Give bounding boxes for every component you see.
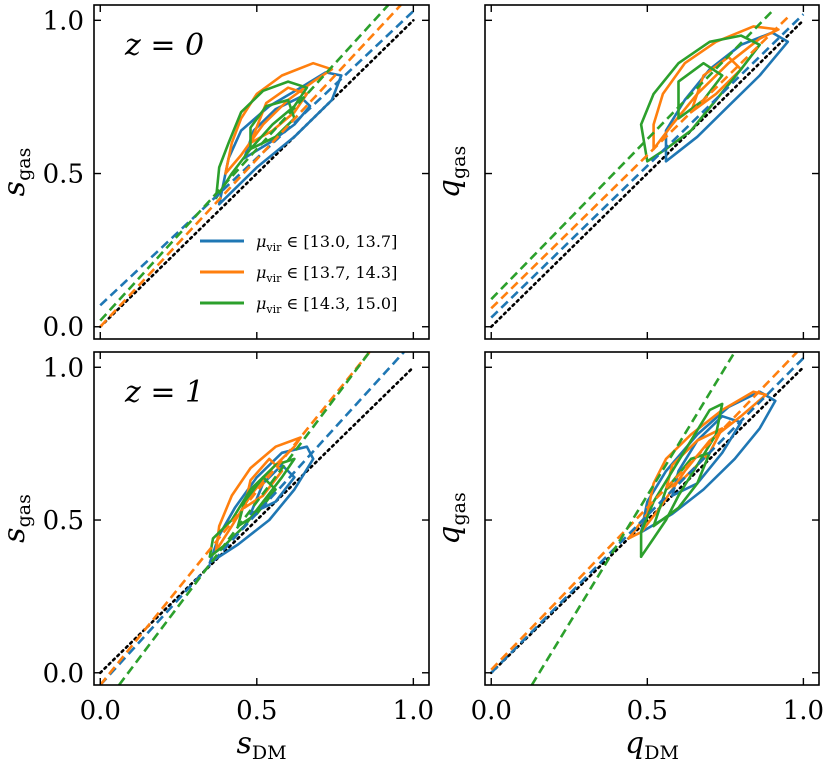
contour-series-2-3 <box>639 34 762 163</box>
x-tick-label: 1.0 <box>393 696 434 726</box>
plot-area-s-z1 <box>98 352 415 685</box>
y-tick-label: 0.5 <box>43 506 84 536</box>
contour-series-0-0 <box>208 445 315 565</box>
x-tick-label: 0.5 <box>236 696 277 726</box>
contour-series-2-5 <box>249 98 296 151</box>
contour-series-2-4 <box>214 80 309 200</box>
fit-line-series-0 <box>99 352 405 685</box>
x-axis-label: qDM <box>625 726 679 764</box>
axes-frame <box>484 351 820 686</box>
contour-series-2-4 <box>208 457 296 559</box>
fit-line-series-0 <box>490 13 805 319</box>
fit-line-series-1 <box>490 16 789 310</box>
identity-line <box>98 19 415 329</box>
fit-line-series-0 <box>490 357 805 674</box>
y-axis-label-group: qgas <box>432 492 470 544</box>
y-axis-label-group: qgas <box>432 146 470 198</box>
panel-q-z1: 0.0 0.5 1.0 qgas qDM <box>432 351 824 764</box>
identity-line <box>489 19 805 329</box>
y-axis-label: sgas <box>0 494 35 543</box>
x-tick-label: 1.0 <box>783 696 824 726</box>
axes-frame <box>93 351 430 686</box>
x-tick-label: 0.0 <box>471 696 512 726</box>
y-tick-label: 0.0 <box>43 659 84 689</box>
plot-area-q-z0 <box>489 10 805 329</box>
y-axis-label: qgas <box>432 146 470 198</box>
fit-line-series-1 <box>490 352 799 671</box>
contour-series-1-2 <box>224 61 334 175</box>
axes-frame <box>484 4 820 340</box>
axes-frame <box>93 4 430 340</box>
y-axis-label-group: sgas <box>0 148 35 197</box>
panel-q-z0: qgas <box>432 4 820 340</box>
fit-line-series-1 <box>99 5 402 328</box>
contour-series-1-1 <box>652 25 780 151</box>
fit-line-series-2 <box>530 352 736 685</box>
contour-series-2-4 <box>677 61 724 120</box>
panel-annotation: z = 1 <box>124 375 204 410</box>
panel-annotation: z = 0 <box>124 28 204 63</box>
legend: μvir ∈ [13.0, 13.7] μvir ∈ [13.7, 14.3] μv… <box>200 232 397 316</box>
contour-series-0-1 <box>249 463 296 516</box>
y-tick-label: 1.0 <box>43 353 84 383</box>
y-axis-label-group: sgas <box>0 494 35 543</box>
legend-label-0: μvir ∈ [13.0, 13.7] <box>256 232 397 254</box>
y-axis-label: qgas <box>432 492 470 544</box>
fit-line-series-2 <box>99 5 390 322</box>
identity-line <box>98 365 415 675</box>
contour-series-0-1 <box>670 414 743 497</box>
legend-label-1: μvir ∈ [13.7, 14.3] <box>256 263 397 285</box>
contour-series-1-2 <box>689 55 743 114</box>
y-tick-label: 0.0 <box>43 313 84 343</box>
plot-area-s-z0 <box>98 5 415 329</box>
contour-series-0-0 <box>639 390 777 534</box>
y-tick-label: 1.0 <box>43 6 84 36</box>
plot-area-q-z1 <box>489 352 805 685</box>
x-tick-label: 0.5 <box>627 696 668 726</box>
y-axis-label: sgas <box>0 148 35 197</box>
panel-s-z1: 0.0 0.0 0.5 0.5 1.0 1.0 sgas sDM z = 1 <box>0 351 434 764</box>
legend-label-2: μvir ∈ [14.3, 15.0] <box>256 294 397 316</box>
x-tick-label: 0.0 <box>80 696 121 726</box>
y-tick-label: 0.5 <box>43 160 84 190</box>
fit-line-series-1 <box>99 352 371 685</box>
fit-line-series-2 <box>490 10 774 301</box>
x-axis-label: sDM <box>236 726 286 764</box>
contour-series-1-3 <box>664 427 724 491</box>
contour-series-2-4 <box>639 402 724 559</box>
